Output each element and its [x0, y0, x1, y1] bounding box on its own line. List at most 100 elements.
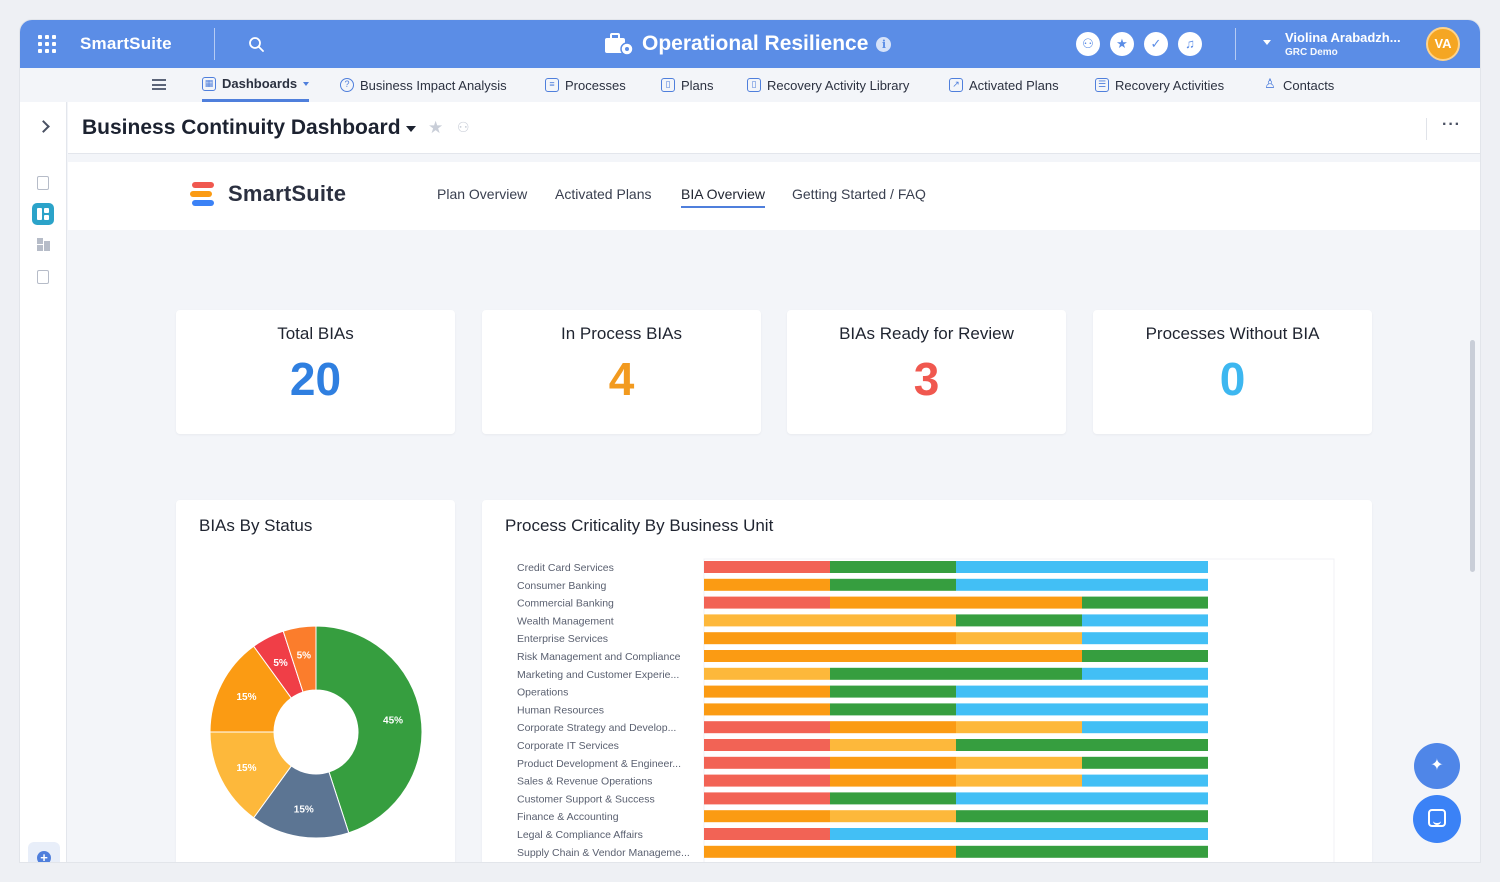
chevron-down-icon[interactable]: [406, 126, 416, 132]
bar-segment[interactable]: [830, 561, 956, 573]
app-grid-icon[interactable]: [38, 35, 56, 53]
tab-bia-overview[interactable]: BIA Overview: [681, 186, 766, 208]
bar-segment[interactable]: [704, 561, 830, 573]
tab-plan-overview[interactable]: Plan Overview: [437, 186, 528, 202]
bar-segment[interactable]: [704, 845, 956, 858]
bar-segment[interactable]: [956, 756, 1082, 769]
star-icon[interactable]: ★: [428, 118, 444, 137]
favorites-icon[interactable]: ★: [1110, 32, 1134, 56]
bar-segment[interactable]: [704, 685, 830, 698]
tab-getting-started-faq[interactable]: Getting Started / FAQ: [792, 186, 926, 202]
bar-segment[interactable]: [1082, 667, 1208, 680]
bar-segment[interactable]: [704, 703, 830, 716]
kpi-value: 20: [289, 353, 342, 405]
bar-segment[interactable]: [704, 721, 830, 734]
bar-segment[interactable]: [830, 739, 956, 751]
bar-segment[interactable]: [956, 774, 1082, 787]
brand-name[interactable]: SmartSuite: [80, 34, 172, 53]
avatar[interactable]: VA: [1426, 27, 1460, 61]
bar-segment[interactable]: [704, 650, 1082, 662]
nav-plans[interactable]: ▯ Plans: [661, 68, 714, 102]
user-name[interactable]: Violina Arabadzh...: [1285, 30, 1401, 45]
nav-recovery-activity-library[interactable]: ▯ Recovery Activity Library: [747, 68, 909, 102]
bias-by-status-donut-chart[interactable]: 45% 15% 15% 15% 5% 5%: [176, 500, 455, 862]
bar-segment[interactable]: [830, 578, 956, 591]
bar-segment[interactable]: [704, 828, 830, 840]
bar-segment[interactable]: [704, 578, 830, 591]
bar-segment[interactable]: [704, 667, 830, 680]
split-view-icon[interactable]: [37, 238, 50, 251]
info-icon[interactable]: i: [876, 36, 892, 52]
chevron-down-icon[interactable]: [1263, 40, 1271, 45]
bar-segment[interactable]: [956, 739, 1208, 751]
divider: [1426, 118, 1427, 140]
more-options-icon[interactable]: ···: [1442, 116, 1461, 133]
nav-processes[interactable]: ≡ Processes: [545, 68, 626, 102]
donut-slice[interactable]: [282, 625, 317, 693]
nav-activated-plans[interactable]: ↗ Activated Plans: [949, 68, 1059, 102]
bar-segment[interactable]: [1082, 756, 1208, 769]
bar-segment[interactable]: [956, 632, 1082, 645]
bar-segment[interactable]: [956, 703, 1208, 716]
bar-segment[interactable]: [1082, 774, 1208, 787]
chat-support-button[interactable]: [1413, 795, 1461, 843]
bar-segment[interactable]: [956, 578, 1208, 591]
nav-recovery-activities[interactable]: ☰ Recovery Activities: [1095, 68, 1224, 102]
bar-segment[interactable]: [830, 810, 956, 823]
bar-segment[interactable]: [1082, 632, 1208, 645]
nav-dashboards[interactable]: ▦ Dashboards: [202, 68, 310, 102]
bar-segment[interactable]: [1082, 721, 1208, 734]
bar-segment[interactable]: [1082, 596, 1208, 609]
nav-business-impact-analysis[interactable]: ? Business Impact Analysis: [340, 68, 507, 102]
bar-segment[interactable]: [830, 828, 1208, 840]
kpi-bias-ready-for-review[interactable]: BIAs Ready for Review 3: [787, 310, 1066, 434]
kpi-in-process-bias[interactable]: In Process BIAs 4: [482, 310, 761, 434]
process-criticality-stacked-bar-chart[interactable]: Credit Card Services Consumer Banking Comm…: [482, 500, 1372, 862]
kpi-processes-without-bia[interactable]: Processes Without BIA 0: [1093, 310, 1372, 434]
bar-segment[interactable]: [1082, 614, 1208, 627]
kpi-total-bias[interactable]: Total BIAs 20: [176, 310, 455, 434]
add-view-button[interactable]: +: [28, 842, 60, 862]
bar-segment[interactable]: [830, 685, 956, 698]
bar-segment[interactable]: [704, 810, 830, 823]
vertical-scrollbar[interactable]: [1470, 340, 1475, 572]
tasks-check-icon[interactable]: ✓: [1144, 32, 1168, 56]
bar-segment[interactable]: [956, 721, 1082, 734]
bar-segment[interactable]: [956, 845, 1208, 858]
menu-icon[interactable]: [152, 79, 166, 90]
bar-segment[interactable]: [830, 596, 1082, 609]
bar-segment[interactable]: [956, 614, 1082, 627]
document-icon[interactable]: [37, 176, 49, 190]
bar-segment[interactable]: [830, 703, 956, 716]
bar-segment[interactable]: [830, 667, 1082, 680]
bar-segment[interactable]: [704, 792, 830, 805]
bar-segment[interactable]: [704, 614, 956, 627]
team-icon[interactable]: ⚇: [1076, 32, 1100, 56]
bar-segment[interactable]: [956, 561, 1208, 573]
expand-chevron-icon[interactable]: [37, 120, 50, 133]
bar-segment[interactable]: [704, 756, 830, 769]
nav-contacts[interactable]: ♙ Contacts: [1263, 68, 1334, 102]
tab-activated-plans[interactable]: Activated Plans: [555, 186, 652, 202]
document-icon[interactable]: [37, 270, 49, 284]
app-title[interactable]: Operational Resilience i: [604, 30, 892, 58]
bar-segment[interactable]: [956, 792, 1208, 805]
bar-segment[interactable]: [704, 596, 830, 609]
bar-segment[interactable]: [1082, 650, 1208, 662]
bar-segment[interactable]: [830, 792, 956, 805]
dashboard-view-icon[interactable]: [32, 203, 54, 225]
search-icon[interactable]: [248, 36, 264, 52]
share-people-icon[interactable]: ⚇: [457, 119, 470, 135]
notifications-bell-icon[interactable]: ♫: [1178, 32, 1202, 56]
bar-segment[interactable]: [704, 739, 830, 751]
dashboard-title[interactable]: Business Continuity Dashboard: [82, 116, 401, 139]
bar-segment[interactable]: [830, 774, 956, 787]
bar-segment[interactable]: [830, 721, 956, 734]
bar-segment[interactable]: [830, 756, 956, 769]
bar-segment[interactable]: [956, 810, 1208, 823]
ai-assistant-button[interactable]: ✦: [1414, 743, 1460, 789]
donut-slice[interactable]: [315, 625, 423, 834]
bar-segment[interactable]: [704, 774, 830, 787]
bar-segment[interactable]: [704, 632, 956, 645]
bar-segment[interactable]: [956, 685, 1208, 698]
